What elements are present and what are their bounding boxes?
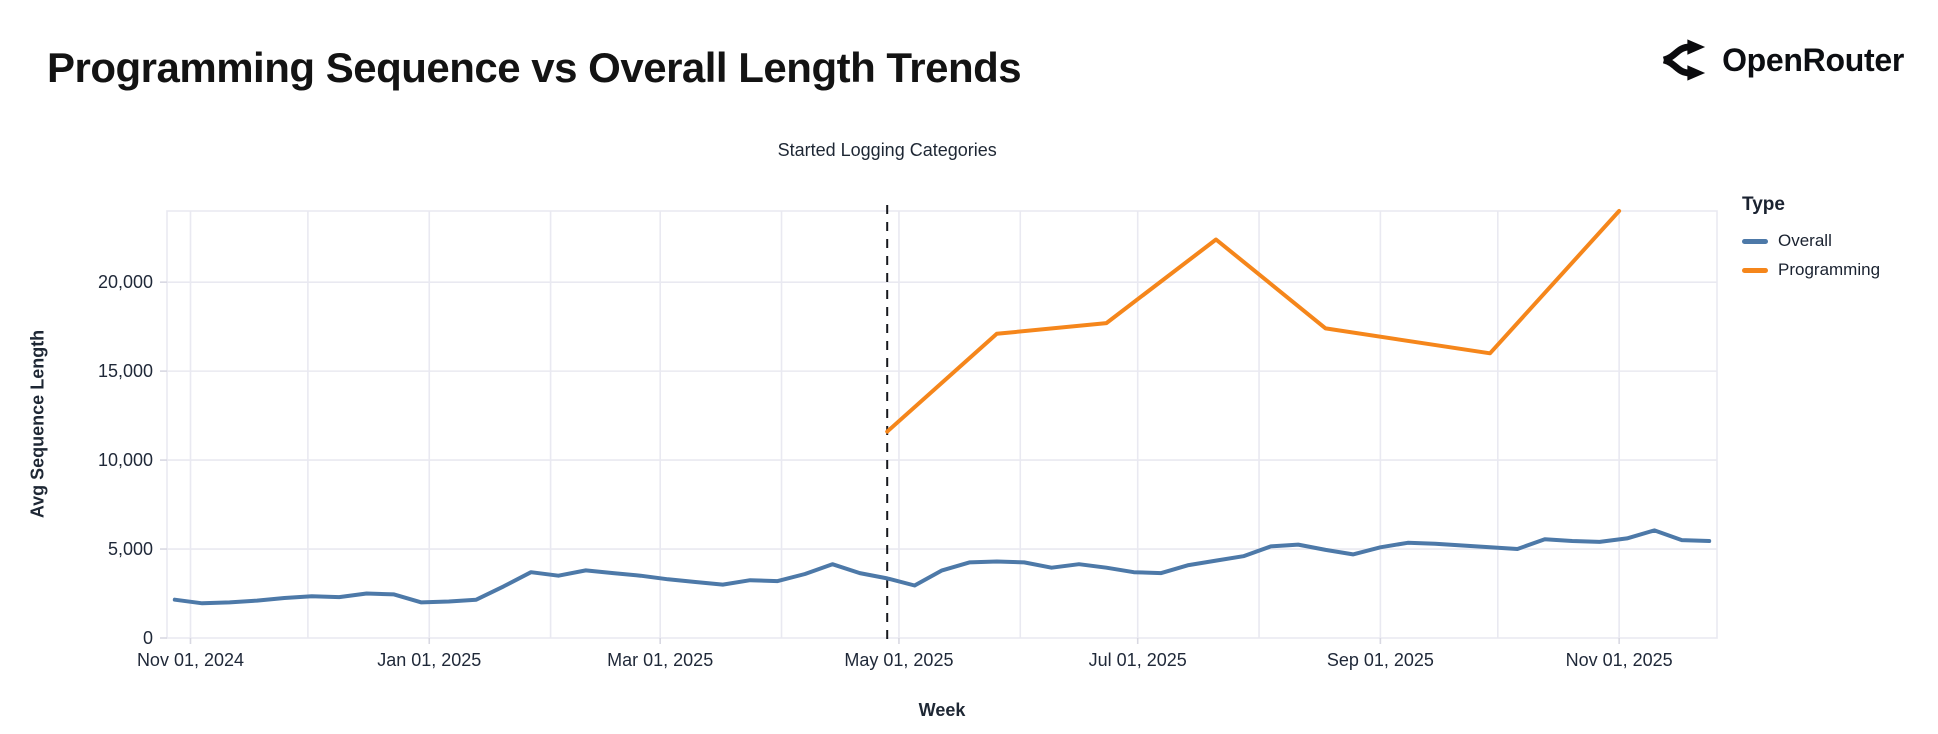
axis-labels: 0 5,000 10,000 15,000 20,000 Nov 01, 2024 Jan … (98, 272, 1673, 670)
x-tick-label: Nov 01, 2024 (137, 650, 244, 670)
legend-label-overall: Overall (1778, 231, 1832, 250)
plot-border (166, 210, 1718, 639)
page-title: Programming Sequence vs Overall Length T… (47, 44, 1022, 91)
x-tick-label: Sep 01, 2025 (1327, 650, 1434, 670)
y-tick-label: 5,000 (108, 539, 153, 559)
legend-label-programming: Programming (1778, 260, 1881, 279)
legend-swatch-programming (1742, 267, 1768, 273)
gridlines (167, 211, 1717, 638)
x-tick-label: May 01, 2025 (844, 650, 953, 670)
y-tick-label: 0 (143, 628, 153, 648)
legend-swatch-overall (1742, 238, 1768, 244)
brand-logo[interactable]: OpenRouter (1660, 36, 1904, 84)
x-tick-label: Jul 01, 2025 (1089, 650, 1187, 670)
x-tick-label: Nov 01, 2025 (1566, 650, 1673, 670)
annotation-label: Started Logging Categories (777, 140, 997, 160)
x-axis-title: Week (918, 700, 966, 720)
y-tick-label: 10,000 (98, 450, 153, 470)
openrouter-icon (1662, 39, 1706, 81)
series-line-programming (885, 209, 1622, 434)
brand-name: OpenRouter (1722, 41, 1904, 78)
legend-title: Type (1742, 194, 1785, 215)
x-tick-label: Mar 01, 2025 (607, 650, 713, 670)
legend-item-programming: Programming (1742, 260, 1880, 280)
y-tick-label: 15,000 (98, 361, 153, 381)
x-tick-label: Jan 01, 2025 (377, 650, 481, 670)
axis-ticks (160, 281, 1620, 644)
y-axis-title: Avg Sequence Length (27, 329, 48, 519)
legend: Type Overall Programming (1742, 194, 1880, 280)
legend-item-overall: Overall (1742, 231, 1880, 251)
series-line-overall (172, 528, 1712, 606)
y-tick-label: 20,000 (98, 272, 153, 292)
